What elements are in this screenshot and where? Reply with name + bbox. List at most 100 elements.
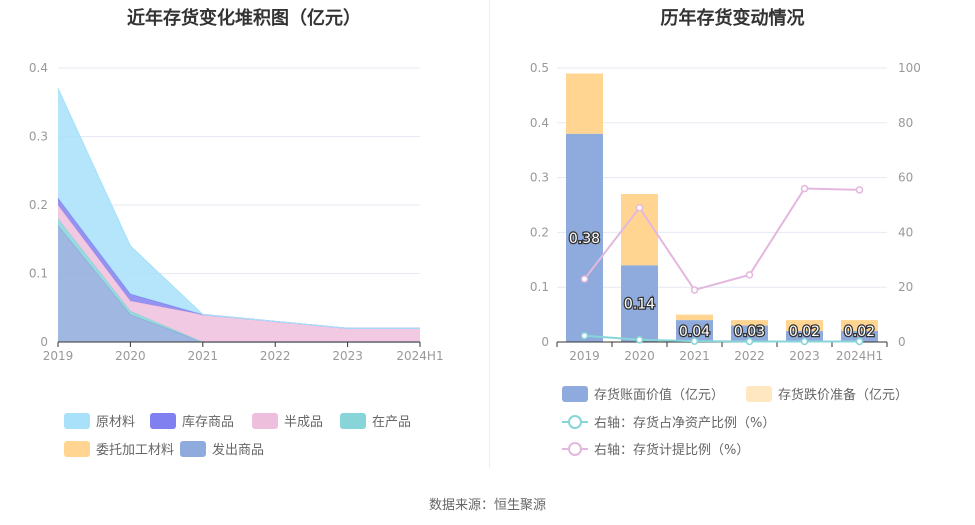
legend-label: 库存商品 xyxy=(182,414,234,430)
line-point xyxy=(635,336,644,344)
y-tick-label: 0.2 xyxy=(29,198,48,212)
y-right-tick-label: 40 xyxy=(898,225,913,239)
x-tick-label: 2021 xyxy=(188,349,219,363)
y-right-tick-label: 0 xyxy=(898,335,906,349)
legend-label: 存货账面价值（亿元） xyxy=(594,387,724,403)
bar-data-label: 0.02 xyxy=(789,324,820,340)
bar-impairment-reserve xyxy=(786,320,823,332)
x-tick-label: 2024H1 xyxy=(836,349,883,363)
bar-book-value xyxy=(621,265,658,342)
y-left-tick-label: 0.1 xyxy=(530,280,549,294)
area-发出商品 xyxy=(58,225,420,342)
line-point xyxy=(855,337,864,346)
x-tick-label: 2023 xyxy=(332,349,363,363)
left-chart-title: 近年存货变化堆积图（亿元） xyxy=(127,8,361,29)
bar-book-value xyxy=(841,331,878,342)
panel-divider xyxy=(489,0,490,468)
legend-label: 原材料 xyxy=(96,415,135,430)
line-右轴：存货占净资产比例（%） xyxy=(584,334,860,343)
bar-data-label: 0.04 xyxy=(679,324,710,340)
x-tick-label: 2022 xyxy=(734,349,765,363)
legend-marker xyxy=(568,442,582,456)
bar-data-label: 0.38 xyxy=(569,231,600,247)
y-right-tick-label: 60 xyxy=(898,171,913,185)
bar-book-value xyxy=(676,320,713,342)
legend-item: 发出商品 xyxy=(180,441,264,458)
legend-swatch xyxy=(64,413,90,429)
y-left-tick-label: 0.3 xyxy=(530,171,549,185)
legend-swatch xyxy=(746,386,772,402)
right-chart-title: 历年存货变动情况 xyxy=(660,8,805,29)
legend-item: 在产品 xyxy=(340,413,411,430)
legend-swatch xyxy=(180,441,206,457)
line-point xyxy=(690,337,699,345)
legend-marker xyxy=(568,415,582,429)
legend-item: 原材料 xyxy=(64,413,135,430)
bar-impairment-reserve xyxy=(841,320,878,332)
bar-impairment-reserve xyxy=(676,314,713,321)
bar-data-label: 0.03 xyxy=(734,324,765,340)
y-tick-label: 0.4 xyxy=(29,61,48,75)
legend-item: 委托加工材料 xyxy=(64,441,174,458)
x-tick-label: 2020 xyxy=(624,349,655,363)
x-tick-label: 2021 xyxy=(679,349,710,363)
legend-swatch xyxy=(562,386,588,402)
line-右轴：存货计提比例（%） xyxy=(583,187,860,292)
legend-item: 库存商品 xyxy=(150,413,234,430)
bar-book-value xyxy=(731,325,768,342)
stacked-area-chart: 0 0.1 0.2 0.3 0.4 2019 2020 2021 2022 2023 2024H1 原… xyxy=(29,61,444,458)
line-point xyxy=(580,331,589,340)
y-right-tick-label: 80 xyxy=(898,116,913,130)
line-point xyxy=(745,337,754,346)
bar-book-value xyxy=(786,331,823,342)
legend-item: 右轴：存货计提比例（%） xyxy=(562,442,749,458)
x-tick-label: 2024H1 xyxy=(396,349,443,363)
line-point xyxy=(580,275,589,283)
line-point xyxy=(855,186,864,194)
bar-line-chart: 0 0.1 0.2 0.3 0.4 0.5 0 20 40 60 80 100 2019 2020 2021… xyxy=(530,61,921,458)
legend-label: 半成品 xyxy=(284,415,323,430)
legend-label: 在产品 xyxy=(372,415,411,430)
legend-label: 右轴：存货计提比例（%） xyxy=(594,442,749,458)
x-tick-label: 2022 xyxy=(260,349,291,363)
y-tick-label: 0.3 xyxy=(29,130,48,144)
legend-swatch xyxy=(64,441,90,457)
y-left-tick-label: 0 xyxy=(541,335,549,349)
line-point xyxy=(800,337,809,346)
legend-label: 存货跌价准备（亿元） xyxy=(778,387,908,403)
line-point xyxy=(635,203,644,212)
y-tick-label: 0.1 xyxy=(29,267,48,281)
y-right-tick-label: 100 xyxy=(898,61,921,75)
x-tick-label: 2023 xyxy=(789,349,820,363)
line-point xyxy=(690,286,699,294)
legend-swatch xyxy=(252,413,278,429)
stacked-area-chart-panel: 近年存货变化堆积图（亿元） 0 0.1 0.2 0.3 0.4 2019 2020 2021 2… xyxy=(0,0,488,470)
line-point xyxy=(745,271,754,279)
bar-line-chart-panel: 历年存货变动情况 0 0.1 0.2 0.3 0.4 0.5 0 20 40 60 80 100 201… xyxy=(490,0,975,470)
legend-item: 半成品 xyxy=(252,413,323,430)
area-原材料 xyxy=(58,88,420,329)
legend-swatch xyxy=(340,413,366,429)
x-tick-label: 2019 xyxy=(569,349,600,363)
bar-impairment-reserve xyxy=(566,73,603,134)
data-source: 数据来源：恒生聚源 xyxy=(428,498,546,513)
area-edge-原材料 xyxy=(57,88,420,329)
x-tick-label: 2019 xyxy=(43,349,74,363)
legend-item: 存货账面价值（亿元） xyxy=(562,386,724,403)
y-left-tick-label: 0.4 xyxy=(530,116,549,130)
x-tick-label: 2020 xyxy=(115,349,146,363)
y-left-tick-label: 0.5 xyxy=(530,61,549,75)
legend-label: 发出商品 xyxy=(212,442,264,458)
y-tick-label: 0 xyxy=(40,335,48,349)
line-point xyxy=(800,184,809,193)
bar-data-label: 0.02 xyxy=(844,324,875,340)
bar-data-label: 0.14 xyxy=(624,297,655,313)
legend-label: 右轴：存货占净资产比例（%） xyxy=(594,415,775,431)
legend-label: 委托加工材料 xyxy=(96,443,174,458)
bar-impairment-reserve xyxy=(731,320,768,326)
bar-book-value xyxy=(566,133,603,342)
y-right-tick-label: 20 xyxy=(898,280,913,294)
legend-item: 存货跌价准备（亿元） xyxy=(746,386,908,403)
area-半成品 xyxy=(58,205,420,342)
